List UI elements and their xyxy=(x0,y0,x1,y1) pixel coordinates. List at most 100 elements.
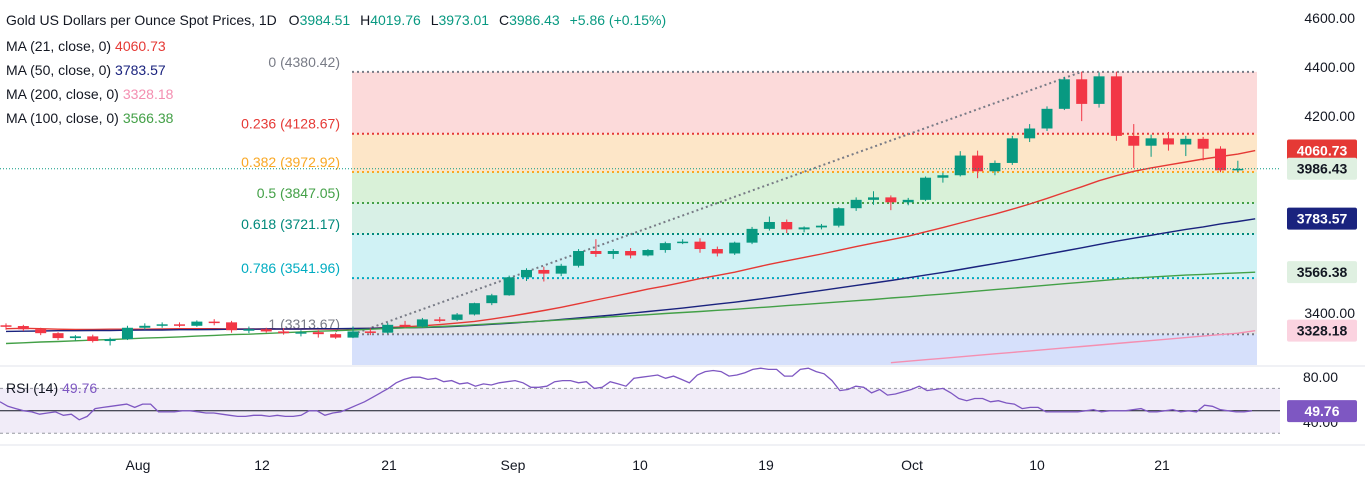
candle-body xyxy=(573,251,585,266)
trend-line xyxy=(352,70,1083,336)
candle xyxy=(0,323,12,330)
ma-label: MA (200, close, 0) xyxy=(6,86,119,102)
candle xyxy=(607,249,619,259)
price-tag xyxy=(1287,157,1357,180)
candle xyxy=(1162,131,1174,151)
candle-body xyxy=(1180,138,1192,145)
candle xyxy=(1180,135,1192,157)
ma-legend-50[interactable]: MA (50, close, 0) 3783.57 xyxy=(6,62,166,78)
candle xyxy=(850,197,862,211)
ma-line xyxy=(890,330,1256,364)
candle-body xyxy=(920,177,932,200)
fib-label: 0.236 (4128.67) xyxy=(241,116,340,132)
ma-legend-100[interactable]: MA (100, close, 0) 3566.38 xyxy=(6,110,173,126)
candle xyxy=(191,320,203,327)
fib-label: 1 (3313.67) xyxy=(268,316,340,332)
candle-body xyxy=(399,324,411,327)
candle xyxy=(763,216,775,231)
time-tick-label: 21 xyxy=(1154,457,1170,473)
candle-body xyxy=(781,221,793,230)
candle xyxy=(538,266,550,282)
rsi-legend[interactable]: RSI (14) 49.76 xyxy=(6,380,97,396)
price-tag-label: 3783.57 xyxy=(1297,211,1348,227)
candle xyxy=(1076,71,1088,122)
candle xyxy=(52,332,64,341)
time-tick-label: 12 xyxy=(254,457,270,473)
ma-value: 3328.18 xyxy=(122,86,174,102)
ma-line xyxy=(5,149,1256,331)
candle xyxy=(156,322,168,328)
candle-body xyxy=(1058,79,1070,109)
candle-body xyxy=(1232,168,1244,171)
rsi-line xyxy=(0,367,1253,421)
candle-body xyxy=(763,221,775,229)
candle xyxy=(434,316,446,323)
candle xyxy=(260,327,272,333)
candle xyxy=(642,249,654,257)
candle-body xyxy=(156,324,168,326)
rsi-tick-label: 80.00 xyxy=(1303,369,1338,385)
ma-label: MA (50, close, 0) xyxy=(6,62,112,78)
candle xyxy=(885,195,897,211)
fibonacci-labels: 0 (4380.42) 0.236 (4128.67) 0.382 (3972.92… xyxy=(241,54,340,332)
candle-body xyxy=(937,175,949,178)
fib-label: 0.382 (3972.92) xyxy=(241,154,340,170)
candle-body xyxy=(35,329,47,334)
price-tag xyxy=(1287,207,1357,230)
candle xyxy=(104,337,116,346)
candle xyxy=(954,151,966,177)
candle xyxy=(330,332,342,339)
candle xyxy=(174,322,185,328)
candle xyxy=(798,226,810,233)
candle xyxy=(208,319,220,326)
candle-body xyxy=(868,197,879,200)
candle-body xyxy=(885,197,897,203)
candle-body xyxy=(52,333,64,339)
candle xyxy=(972,150,984,179)
price-tag xyxy=(1287,139,1357,162)
candle-body xyxy=(486,295,498,304)
time-axis[interactable]: Aug 12 21 Sep 10 19 Oct 10 21 xyxy=(0,444,1365,473)
candle-body xyxy=(555,265,567,274)
fibonacci-levels xyxy=(352,70,1257,336)
time-tick-label: 19 xyxy=(758,457,774,473)
candle xyxy=(295,330,307,337)
candle-body xyxy=(243,329,255,331)
rsi-tag xyxy=(1287,400,1357,423)
candle-body xyxy=(972,155,984,172)
price-axis[interactable]: 4600.00 4400.00 4200.00 3400.00 4060.73 3986.… xyxy=(1287,10,1357,342)
high-value: 4019.76 xyxy=(370,12,421,28)
candle-body xyxy=(1128,135,1140,146)
candle-body xyxy=(208,321,220,324)
candle xyxy=(1110,71,1122,141)
candle xyxy=(1041,106,1053,131)
candle xyxy=(1215,146,1226,173)
ma-legend-21[interactable]: MA (21, close, 0) 4060.73 xyxy=(6,38,166,54)
candle-body xyxy=(1145,138,1157,146)
candle-body xyxy=(1076,79,1088,104)
candle xyxy=(503,275,515,296)
candle xyxy=(781,219,793,234)
candle-body xyxy=(330,334,342,338)
candle-body xyxy=(87,336,99,342)
ma-legend-200[interactable]: MA (200, close, 0) 3328.18 xyxy=(6,86,173,102)
close-value: 3986.43 xyxy=(509,12,560,28)
ma-label: MA (100, close, 0) xyxy=(6,110,119,126)
candle xyxy=(226,320,238,333)
candle-body xyxy=(347,331,359,338)
candle-body xyxy=(694,241,706,250)
candle xyxy=(364,328,376,336)
candle xyxy=(833,207,845,228)
price-tag-label: 3986.43 xyxy=(1297,161,1348,177)
candle xyxy=(729,241,741,255)
candle-body xyxy=(1162,138,1174,145)
candle-body xyxy=(711,249,723,254)
candle-body xyxy=(226,322,238,331)
candle xyxy=(1197,136,1209,161)
candle-body xyxy=(815,225,827,228)
candle xyxy=(711,246,723,257)
candlesticks xyxy=(0,71,1244,346)
candle-body xyxy=(729,242,741,254)
